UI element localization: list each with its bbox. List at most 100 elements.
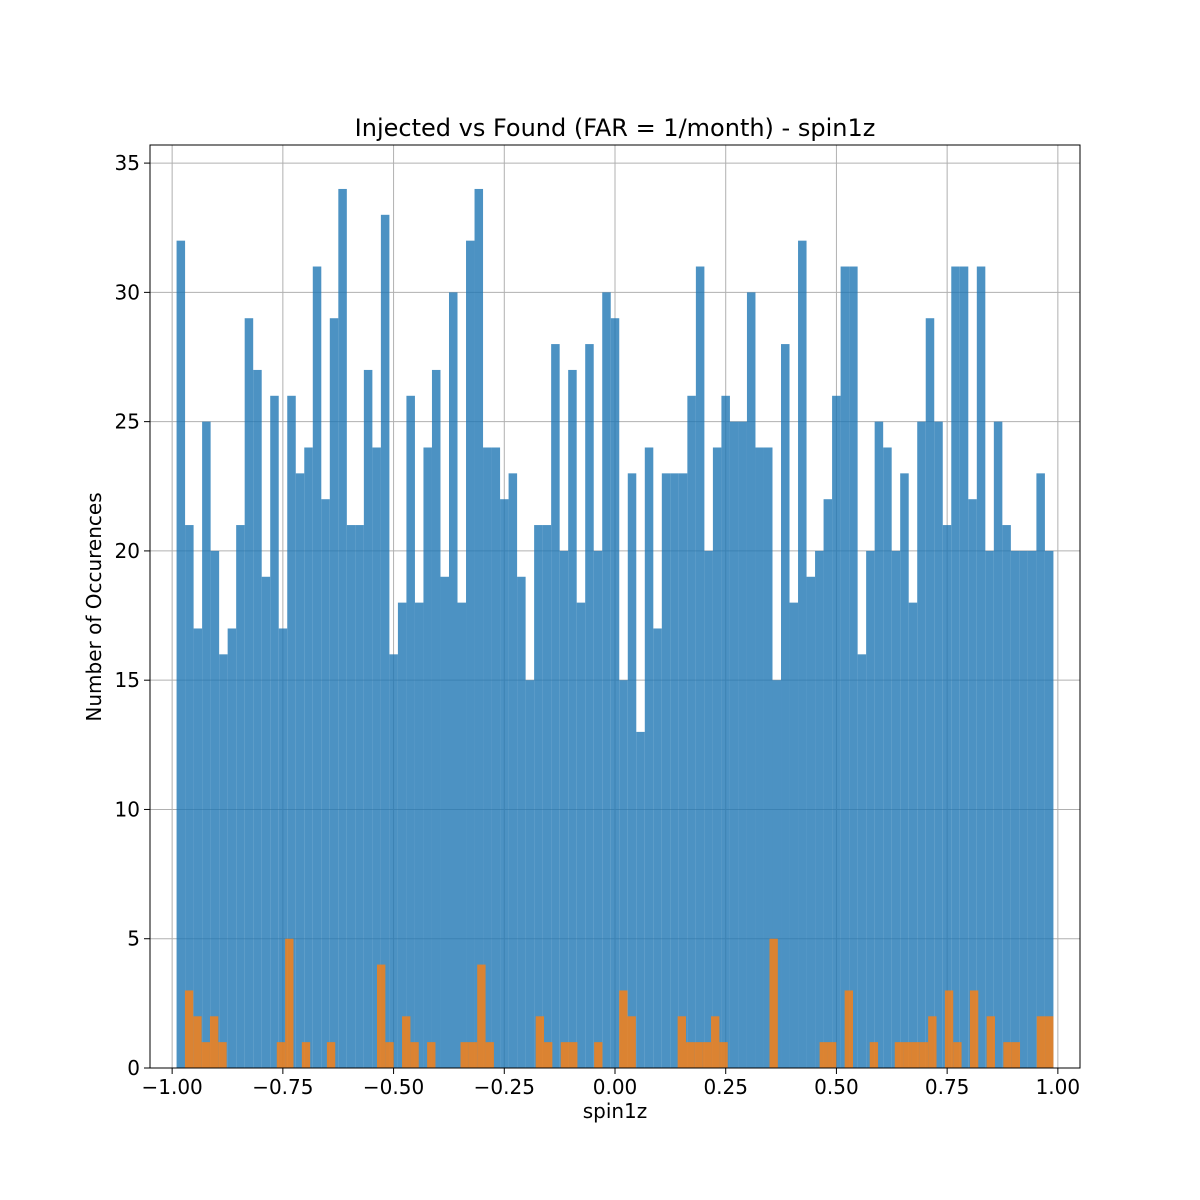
injected-bar <box>491 447 501 1068</box>
found-bar <box>1011 1042 1021 1068</box>
found-bar <box>376 964 386 1068</box>
injected-bar <box>772 680 782 1068</box>
found-bar <box>410 1042 419 1068</box>
injected-bar <box>346 525 356 1068</box>
y-tick-label: 35 <box>115 151 140 175</box>
injected-bar <box>934 421 943 1068</box>
injected-bar <box>261 576 271 1068</box>
injected-bar <box>755 447 764 1068</box>
injected-bar <box>925 318 935 1068</box>
injected-bar <box>798 240 807 1068</box>
injected-bar <box>389 654 398 1068</box>
injected-bar <box>397 602 407 1068</box>
injected-bar <box>763 447 773 1068</box>
injected-bar <box>712 447 722 1068</box>
injected-bar <box>253 369 262 1069</box>
injected-bar <box>721 395 730 1068</box>
found-bar <box>869 1042 879 1068</box>
x-tick-label: 0.00 <box>593 1075 638 1099</box>
found-bar <box>719 1042 728 1068</box>
injected-bar <box>781 344 790 1068</box>
injected-bar <box>729 421 739 1068</box>
injected-bar <box>619 680 628 1068</box>
histogram-bars <box>176 188 1054 1069</box>
injected-bar <box>644 447 654 1068</box>
injected-bar <box>448 292 458 1068</box>
found-bar <box>560 1042 570 1068</box>
injected-bar <box>585 344 594 1068</box>
found-bar <box>986 1016 995 1068</box>
injected-bar <box>355 525 364 1068</box>
x-tick-label: 1.00 <box>1036 1075 1081 1099</box>
injected-bar <box>457 602 467 1068</box>
y-tick-label: 20 <box>115 539 140 563</box>
found-bar <box>326 1042 336 1068</box>
injected-bar <box>244 318 254 1068</box>
injected-bar <box>525 680 535 1068</box>
chart-title: Injected vs Found (FAR = 1/month) - spin… <box>355 114 876 142</box>
injected-bar <box>329 318 339 1068</box>
y-axis-label: Number of Occurences <box>82 492 106 721</box>
injected-bar <box>866 550 875 1068</box>
found-bar <box>1003 1042 1012 1068</box>
x-tick-label: −1.00 <box>141 1075 202 1099</box>
injected-bar <box>551 344 560 1068</box>
found-bar <box>594 1042 603 1068</box>
injected-bar <box>500 499 509 1068</box>
found-bar <box>569 1042 578 1068</box>
found-bar <box>919 1042 929 1068</box>
injected-bar <box>227 628 237 1068</box>
injected-bar <box>483 447 492 1068</box>
injected-bar <box>474 188 484 1068</box>
injected-bar <box>627 473 637 1069</box>
injected-bar <box>176 240 186 1068</box>
injected-bar <box>508 473 518 1069</box>
found-bar <box>911 1042 920 1068</box>
found-bar <box>685 1042 695 1068</box>
found-bar <box>1036 1016 1046 1068</box>
injected-bar <box>959 266 969 1069</box>
found-bar <box>702 1042 712 1068</box>
found-bar <box>218 1042 227 1068</box>
found-bar <box>201 1042 210 1068</box>
injected-bar <box>704 550 713 1068</box>
found-bar <box>535 1016 545 1068</box>
injected-bar <box>968 499 977 1068</box>
injected-bar <box>202 421 211 1068</box>
injected-bar <box>559 550 569 1068</box>
injected-bar <box>338 188 347 1068</box>
y-tick-label: 30 <box>115 280 140 304</box>
injected-bar <box>823 499 833 1068</box>
injected-bar <box>670 473 679 1069</box>
injected-bar <box>431 369 441 1069</box>
injected-bar <box>900 473 909 1069</box>
found-bar <box>460 1042 469 1068</box>
found-bar <box>285 938 294 1068</box>
injected-bar <box>832 395 841 1068</box>
injected-bar <box>593 550 603 1068</box>
injected-bar <box>380 214 390 1069</box>
injected-bar <box>840 266 850 1069</box>
injected-bar <box>908 602 918 1068</box>
x-axis-label: spin1z <box>583 1099 648 1123</box>
injected-bar <box>372 447 381 1068</box>
injected-bar <box>542 525 552 1068</box>
y-tick-label: 0 <box>127 1056 140 1080</box>
injected-bar <box>857 654 867 1068</box>
injected-bar <box>653 628 662 1068</box>
injected-bar <box>517 576 526 1068</box>
injected-bar <box>406 395 415 1068</box>
found-bar <box>969 990 979 1068</box>
found-bar <box>827 1042 837 1068</box>
found-bar <box>694 1042 703 1068</box>
injected-bar <box>789 602 799 1068</box>
found-bar <box>627 1016 636 1068</box>
injected-bar <box>534 525 543 1068</box>
found-bar <box>769 938 778 1068</box>
found-bar <box>894 1042 904 1068</box>
injected-bar <box>874 421 884 1068</box>
x-tick-label: −0.75 <box>252 1075 313 1099</box>
injected-bar <box>610 318 620 1068</box>
found-bar <box>385 1042 394 1068</box>
injected-bar <box>815 550 824 1068</box>
